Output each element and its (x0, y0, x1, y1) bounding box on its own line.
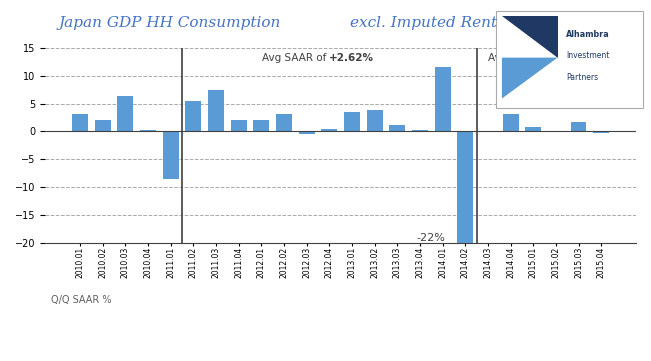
Bar (548, 131, 564, 132)
Bar (457, 131, 473, 254)
Bar (299, 131, 314, 134)
Bar (412, 130, 428, 131)
Bar (344, 112, 360, 131)
Bar (208, 90, 224, 131)
Bar (253, 119, 270, 131)
Polygon shape (502, 58, 557, 99)
Bar (435, 67, 450, 131)
Text: excl. Imputed Rent: excl. Imputed Rent (350, 16, 497, 30)
Bar (276, 113, 292, 131)
Bar (503, 113, 518, 131)
Bar (95, 120, 111, 131)
Text: Avg SAAR of: Avg SAAR of (488, 53, 556, 63)
Bar (140, 130, 156, 131)
Bar (525, 127, 541, 131)
Bar (571, 122, 587, 131)
Text: Investment: Investment (566, 51, 610, 60)
Bar (163, 131, 178, 179)
Text: +2.62%: +2.62% (329, 53, 374, 63)
Bar (186, 101, 201, 131)
Text: Japan GDP HH Consumption: Japan GDP HH Consumption (59, 16, 286, 30)
Bar (593, 131, 609, 133)
Bar (322, 129, 337, 131)
Bar (72, 113, 88, 131)
Text: Q/Q SAAR %: Q/Q SAAR % (51, 295, 111, 305)
Polygon shape (502, 16, 557, 58)
Text: -22%: -22% (417, 233, 446, 243)
Text: Avg SAAR of: Avg SAAR of (262, 53, 329, 63)
Bar (389, 125, 405, 131)
Text: Partners: Partners (566, 73, 598, 82)
Bar (117, 96, 133, 131)
Text: Alhambra: Alhambra (566, 30, 610, 39)
Bar (230, 120, 247, 131)
Bar (367, 110, 383, 131)
Text: -1.51%: -1.51% (556, 53, 596, 63)
